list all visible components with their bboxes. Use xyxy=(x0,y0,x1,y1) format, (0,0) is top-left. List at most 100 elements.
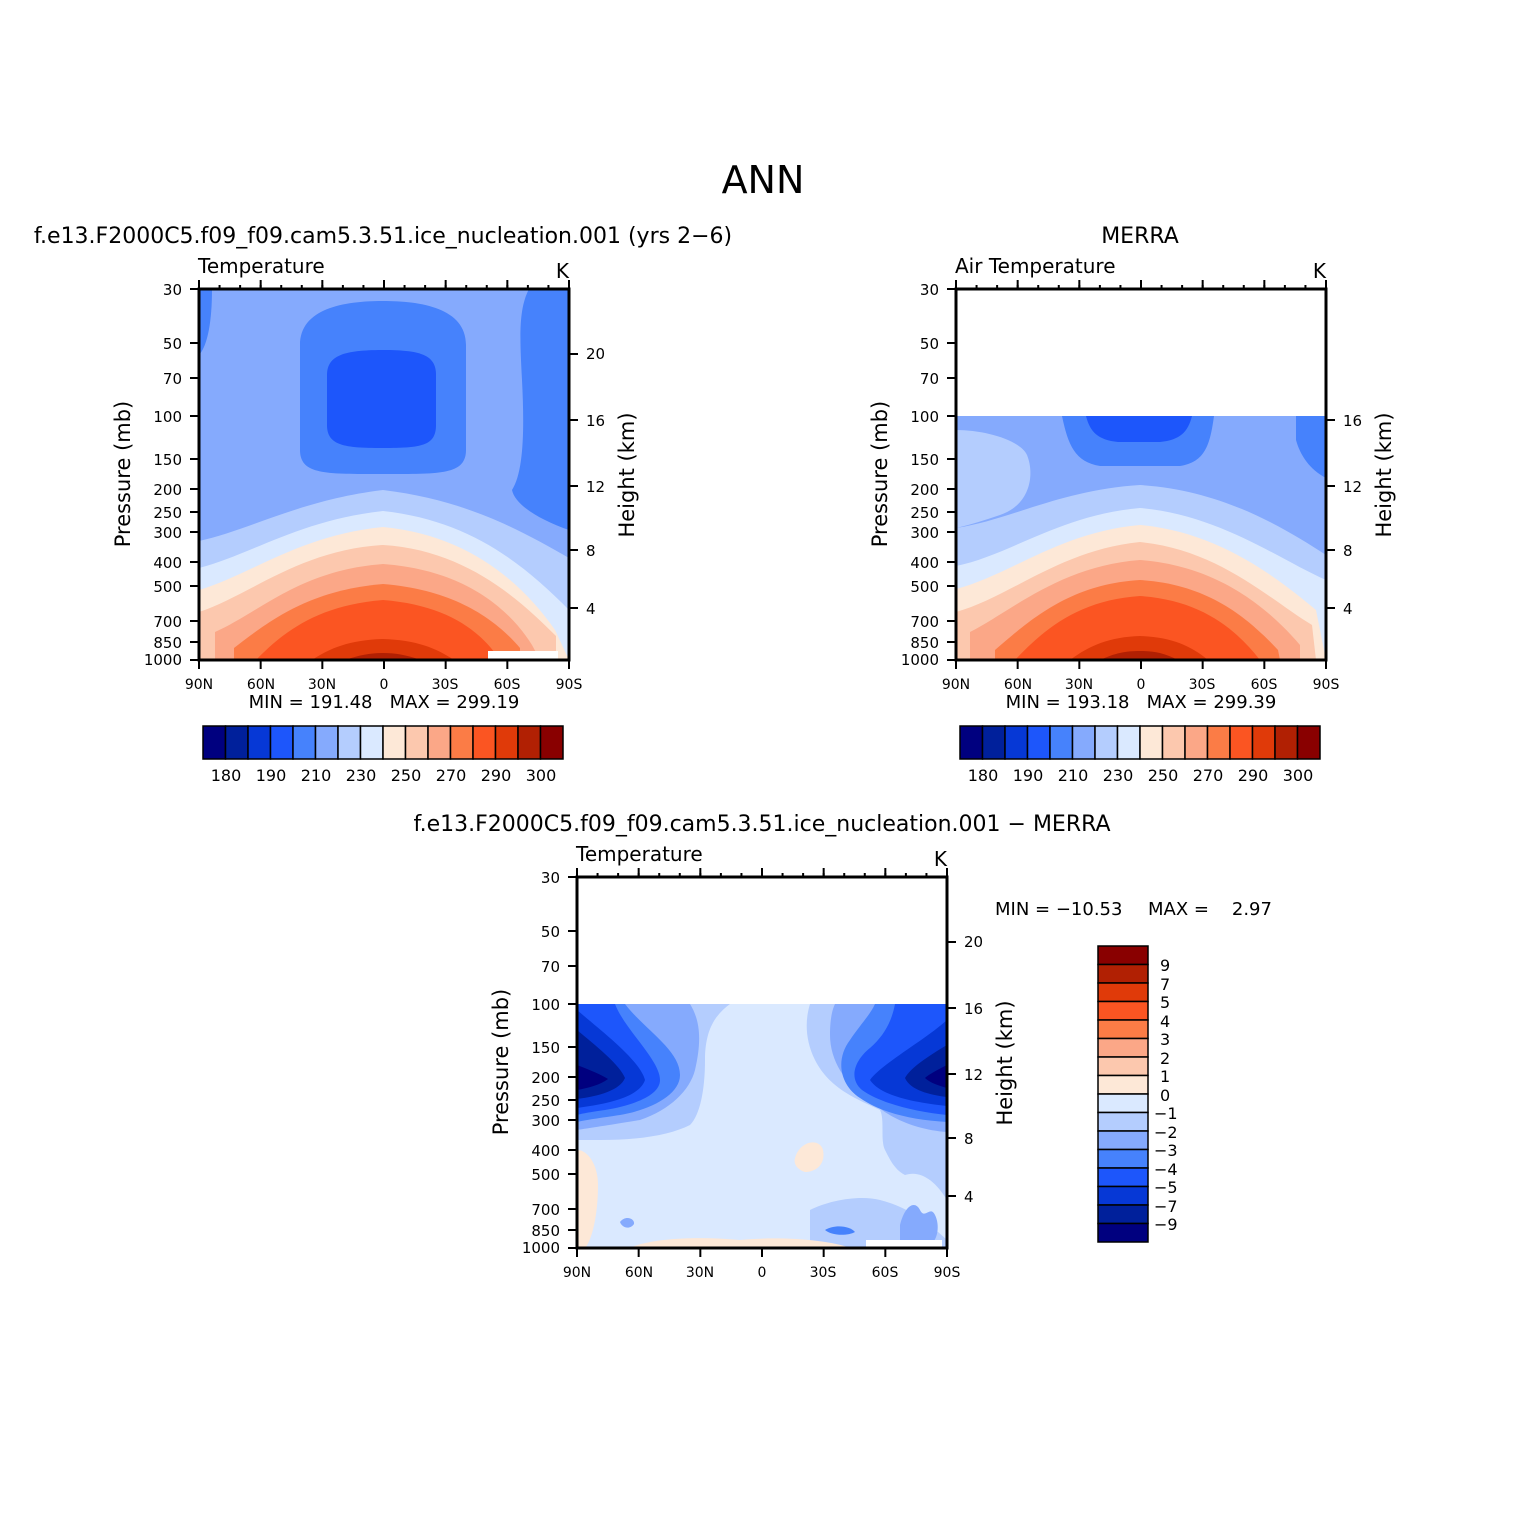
pressure-tick: 700 xyxy=(153,613,182,631)
pressure-tick: 500 xyxy=(531,1166,560,1184)
lat-tick: 90S xyxy=(556,677,583,693)
colorbar-swatch xyxy=(1097,1000,1149,1021)
pressure-tick: 150 xyxy=(153,451,182,469)
panel-a-minmax: MIN = 191.48 MAX = 299.19 xyxy=(249,692,520,713)
height-tick: 8 xyxy=(586,542,596,560)
height-tick: 4 xyxy=(964,1188,974,1206)
panel-c-min: MIN = −10.53 xyxy=(995,899,1122,920)
colorbar-label: 0 xyxy=(1160,1086,1170,1105)
colorbar-swatch xyxy=(1097,1222,1149,1243)
colorbar-label: 1 xyxy=(1160,1067,1170,1086)
colorbar-label: 180 xyxy=(211,766,242,785)
pressure-tick: 100 xyxy=(153,408,182,426)
height-tick: 12 xyxy=(586,478,605,496)
lat-tick: 30N xyxy=(686,1265,714,1281)
colorbar-swatch xyxy=(1229,725,1254,760)
lat-tick: 90N xyxy=(563,1265,591,1281)
colorbar-swatch xyxy=(1251,725,1276,760)
colorbar-swatch xyxy=(269,725,294,760)
lat-tick: 60N xyxy=(1004,677,1032,693)
pressure-tick: 700 xyxy=(910,613,939,631)
colorbar-swatch xyxy=(1097,1204,1149,1225)
panel-b-minmax: MIN = 193.18 MAX = 299.39 xyxy=(1006,692,1277,713)
panel-b-height-axis: 16 12 8 4 xyxy=(1343,412,1362,618)
colorbar-swatch xyxy=(1097,1037,1149,1058)
colorbar-label: 300 xyxy=(1283,766,1314,785)
pressure-tick: 300 xyxy=(910,524,939,542)
height-tick: 16 xyxy=(586,412,605,430)
colorbar-label: 290 xyxy=(481,766,512,785)
colorbar-swatch xyxy=(359,725,384,760)
colorbar-swatch xyxy=(1161,725,1186,760)
pressure-tick: 150 xyxy=(531,1039,560,1057)
pressure-tick: 30 xyxy=(920,281,939,299)
colorbar-swatch xyxy=(449,725,474,760)
colorbar-swatch xyxy=(1097,1074,1149,1095)
colorbar-label: 230 xyxy=(1103,766,1134,785)
panel-c-colorbar-labels: 9 7 5 4 3 2 1 0 −1 −2 −3 −4 −5 −7 −9 xyxy=(1154,956,1178,1234)
pressure-tick: 500 xyxy=(910,578,939,596)
pressure-tick: 30 xyxy=(163,281,182,299)
lat-tick: 60S xyxy=(872,1265,899,1281)
panel-c-ticks xyxy=(568,868,956,1257)
pressure-tick: 250 xyxy=(531,1092,560,1110)
panel-b-height-label: Height (km) xyxy=(1372,412,1396,537)
colorbar-swatch xyxy=(1097,1167,1149,1188)
panel-a-height-label: Height (km) xyxy=(615,412,639,537)
colorbar-label: 2 xyxy=(1160,1049,1170,1068)
height-tick: 20 xyxy=(964,933,983,951)
colorbar-swatch xyxy=(247,725,272,760)
colorbar-label: 4 xyxy=(1160,1012,1170,1031)
colorbar-label: −9 xyxy=(1154,1215,1178,1234)
lat-tick: 30S xyxy=(1189,677,1216,693)
lat-tick: 0 xyxy=(758,1265,767,1281)
pressure-tick: 50 xyxy=(920,335,939,353)
panel-a-pressure-label: Pressure (mb) xyxy=(111,401,135,548)
colorbar-swatch xyxy=(382,725,407,760)
height-tick: 12 xyxy=(964,1066,983,1084)
lat-tick: 30N xyxy=(308,677,336,693)
colorbar-swatch xyxy=(1097,1056,1149,1077)
pressure-tick: 70 xyxy=(920,370,939,388)
colorbar-swatch xyxy=(1094,725,1119,760)
panel-a-colorbar xyxy=(202,725,564,760)
height-tick: 4 xyxy=(1343,600,1353,618)
colorbar-label: 290 xyxy=(1238,766,1269,785)
colorbar-label: 250 xyxy=(391,766,422,785)
colorbar-swatch xyxy=(1097,1148,1149,1169)
colorbar-swatch xyxy=(1026,725,1051,760)
panel-b-variable: Air Temperature xyxy=(955,254,1116,278)
height-tick: 20 xyxy=(586,345,605,363)
colorbar-swatch xyxy=(1097,982,1149,1003)
colorbar-label: 250 xyxy=(1148,766,1179,785)
colorbar-swatch xyxy=(337,725,362,760)
panel-a-variable: Temperature xyxy=(197,254,325,278)
pressure-tick: 300 xyxy=(531,1112,560,1130)
colorbar-swatch xyxy=(1097,1093,1149,1114)
pressure-tick: 200 xyxy=(531,1069,560,1087)
pressure-tick: 400 xyxy=(910,554,939,572)
colorbar-label: −1 xyxy=(1154,1104,1178,1123)
pressure-tick: 300 xyxy=(153,524,182,542)
pressure-tick: 70 xyxy=(541,958,560,976)
panel-b-pressure-axis: 30 50 70 100 150 200 250 300 400 500 700… xyxy=(901,281,939,669)
pressure-tick: 850 xyxy=(153,634,182,652)
panel-a-contour-field xyxy=(199,289,569,660)
colorbar-label: 230 xyxy=(346,766,377,785)
panel-a-lat-axis: 90N 60N 30N 0 30S 60S 90S xyxy=(185,677,583,693)
colorbar-swatch xyxy=(494,725,519,760)
panel-c-height-axis: 20 16 12 8 4 xyxy=(964,933,983,1206)
panel-c-height-label: Height (km) xyxy=(993,1000,1017,1125)
colorbar-swatch xyxy=(224,725,249,760)
panel-b-ticks xyxy=(947,280,1335,669)
colorbar-swatch xyxy=(472,725,497,760)
colorbar-swatch xyxy=(1097,1019,1149,1040)
pressure-tick: 400 xyxy=(531,1142,560,1160)
pressure-tick: 500 xyxy=(153,578,182,596)
panel-a-height-axis: 20 16 12 8 4 xyxy=(586,345,605,618)
colorbar-label: 210 xyxy=(301,766,332,785)
height-tick: 16 xyxy=(964,1000,983,1018)
pressure-tick: 250 xyxy=(910,504,939,522)
panel-c-lat-axis: 90N 60N 30N 0 30S 60S 90S xyxy=(563,1265,961,1281)
